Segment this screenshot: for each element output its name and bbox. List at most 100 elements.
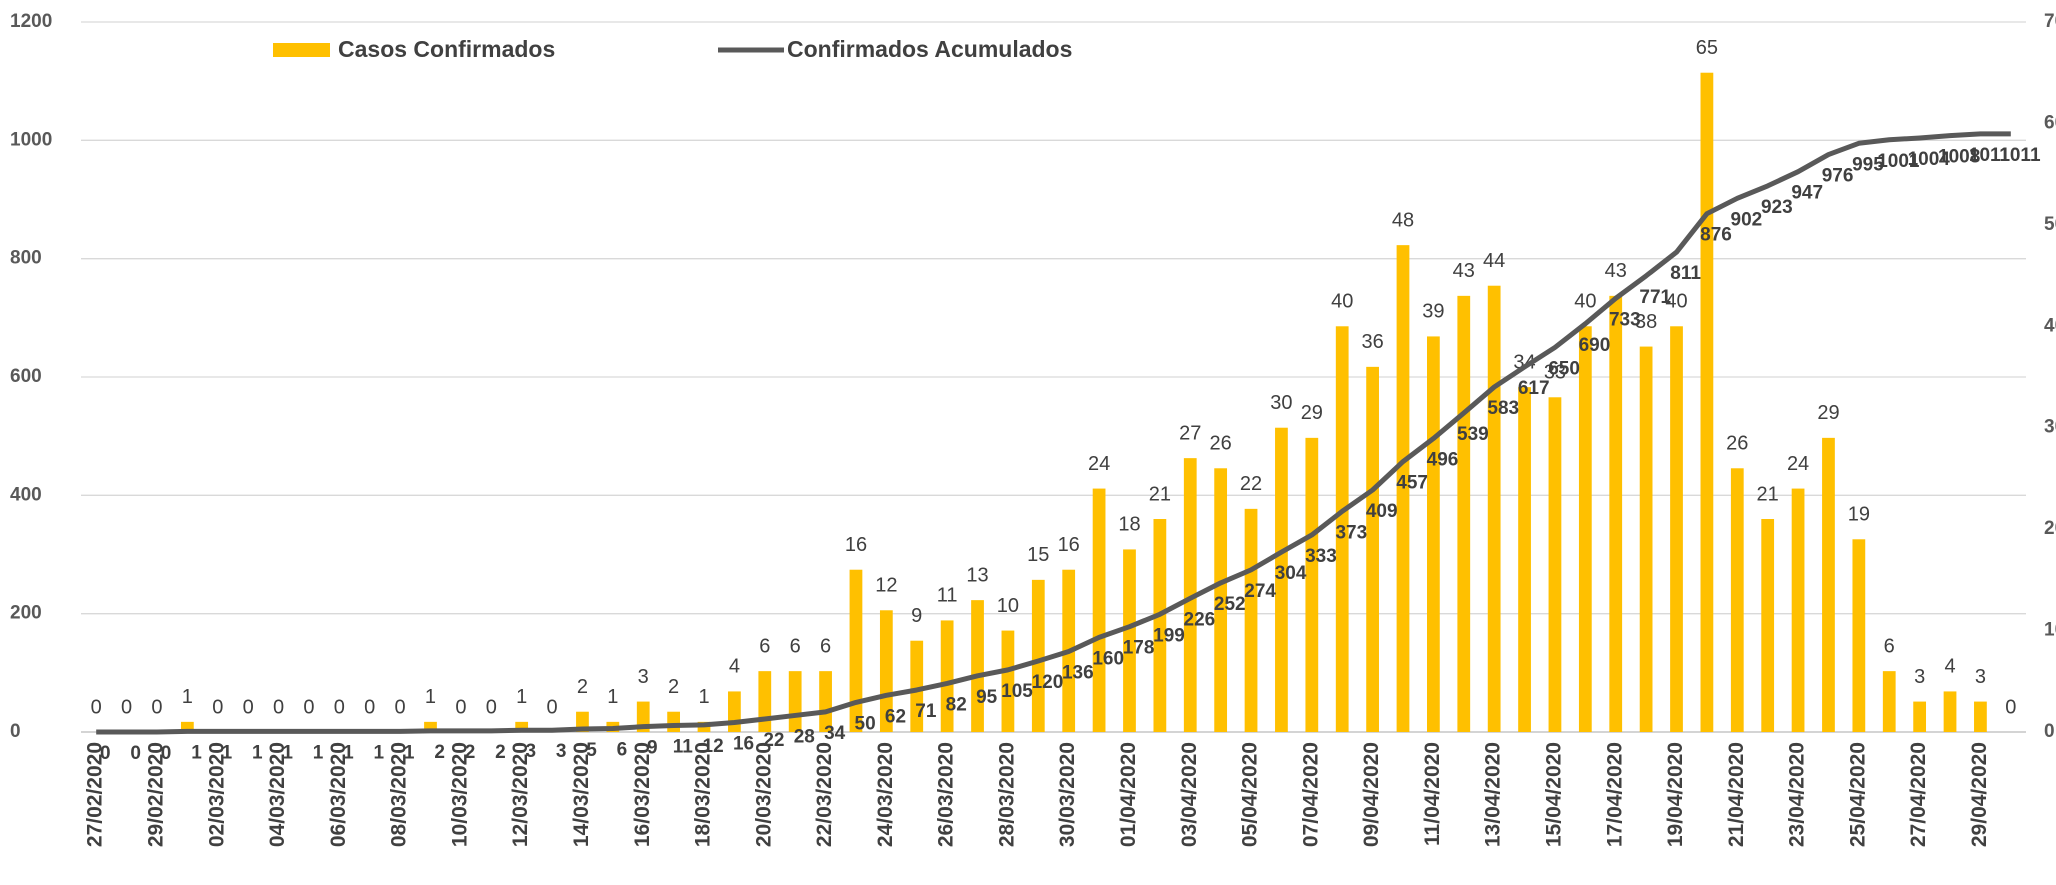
line-value-label: 16 [733, 734, 754, 755]
line-value-label: 583 [1487, 398, 1519, 419]
y2-tick-label: 20 [2044, 518, 2056, 539]
bar-value-label: 0 [273, 696, 284, 718]
bar-value-label: 1 [607, 686, 618, 708]
bar-value-label: 21 [1149, 483, 1171, 505]
bar-value-label: 12 [875, 575, 897, 597]
bar-value-label: 4 [729, 656, 740, 678]
x-tick-label: 06/03/2020 [327, 742, 350, 847]
bar-value-label: 24 [1088, 453, 1110, 475]
legend-label: Casos Confirmados [338, 36, 555, 62]
line-value-label: 995 [1852, 154, 1884, 175]
bar [1822, 437, 1835, 732]
bar-value-label: 0 [243, 696, 254, 718]
bar [1761, 519, 1775, 732]
bar-value-label: 6 [1884, 635, 1895, 657]
line-value-label: 1001 [1877, 151, 1920, 172]
line-value-label: 22 [763, 730, 784, 751]
bar-value-label: 0 [121, 696, 132, 718]
x-tick-label: 25/04/2020 [1846, 742, 1869, 847]
bar [1244, 508, 1258, 732]
line-value-label: 496 [1427, 450, 1459, 471]
bar [1153, 519, 1167, 732]
bar-value-label: 26 [1210, 433, 1232, 455]
x-tick-label: 21/04/2020 [1725, 742, 1748, 847]
line-value-label: 1 [252, 742, 263, 763]
line-value-label: 1 [191, 742, 202, 763]
bar [879, 610, 893, 732]
bar-value-label: 40 [1331, 291, 1353, 313]
bar [940, 620, 954, 732]
bar-value-label: 22 [1240, 473, 1262, 495]
x-tick-label: 07/04/2020 [1299, 742, 1322, 847]
bar [1943, 691, 1957, 732]
bar-value-label: 33 [1544, 362, 1566, 384]
line-value-label: 252 [1214, 594, 1246, 615]
bar-value-label: 2 [577, 676, 588, 698]
bar-value-label: 29 [1817, 402, 1839, 424]
line-value-label: 1011 [1969, 145, 2011, 166]
bar [1366, 366, 1379, 732]
bar-value-label: 48 [1392, 209, 1414, 231]
line-value-label: 0 [100, 743, 111, 764]
bar-value-label: 16 [845, 534, 867, 556]
line-value-label: 409 [1366, 501, 1398, 522]
line-value-label: 923 [1761, 197, 1793, 218]
bar-value-label: 39 [1422, 301, 1444, 323]
x-tick-label: 15/04/2020 [1542, 742, 1565, 847]
line-value-label: 650 [1548, 358, 1580, 379]
line-value-label: 178 [1123, 638, 1155, 659]
bar-value-label: 0 [455, 696, 466, 718]
bar [424, 721, 437, 732]
bar [1578, 326, 1592, 732]
bar-value-label: 2 [668, 676, 679, 698]
line-value-label: 50 [855, 713, 876, 734]
line-value-label: 11 [673, 737, 694, 758]
x-tick-label: 28/03/2020 [995, 742, 1018, 847]
bar-value-label: 19 [1848, 504, 1870, 526]
x-tick-label: 08/03/2020 [388, 742, 411, 847]
bar-value-label: 29 [1301, 402, 1323, 424]
bar-value-label: 1 [182, 686, 193, 708]
x-tick-label: 02/03/2020 [205, 742, 228, 847]
line-value-label: 733 [1609, 309, 1641, 330]
bar-value-label: 6 [820, 635, 831, 657]
bar-value-label: 44 [1483, 250, 1505, 272]
bar-value-label: 0 [546, 696, 557, 718]
bar-value-label: 65 [1696, 37, 1718, 59]
bar [1639, 346, 1653, 732]
bar [971, 600, 984, 732]
bar-value-label: 4 [1944, 656, 1955, 678]
bar [1123, 549, 1136, 732]
line-value-label: 274 [1244, 581, 1276, 602]
x-tick-label: 09/04/2020 [1360, 742, 1383, 847]
bar-value-label: 0 [212, 696, 223, 718]
x-tick-label: 23/04/2020 [1786, 742, 1809, 847]
bar-value-label: 21 [1757, 483, 1779, 505]
bar-value-label: 24 [1787, 453, 1809, 475]
bar-value-label: 43 [1605, 260, 1627, 282]
bar [1791, 488, 1805, 732]
bar [1396, 245, 1410, 732]
bar-value-label: 16 [1058, 534, 1080, 556]
x-tick-label: 05/04/2020 [1239, 742, 1262, 847]
bar [1214, 468, 1228, 732]
bar-value-label: 0 [2005, 696, 2016, 718]
bar-value-label: 0 [395, 696, 406, 718]
bar-value-label: 0 [486, 696, 497, 718]
line-value-label: 1 [282, 742, 293, 763]
line-value-label: 226 [1184, 609, 1216, 630]
line-value-label: 2 [495, 742, 506, 763]
line-value-label: 71 [915, 701, 937, 722]
x-tick-label: 04/03/2020 [266, 742, 289, 847]
bar-value-label: 11 [937, 585, 958, 607]
bar-value-label: 3 [1914, 666, 1925, 688]
bar [1275, 427, 1288, 732]
y2-tick-label: 40 [2044, 315, 2056, 336]
line-value-label: 34 [824, 723, 846, 744]
x-tick-label: 03/04/2020 [1178, 742, 1201, 847]
bar [1031, 579, 1045, 732]
x-tick-label: 12/03/2020 [509, 742, 532, 847]
x-tick-label: 18/03/2020 [692, 742, 715, 847]
bar-value-label: 0 [334, 696, 345, 718]
bar-value-label: 0 [364, 696, 375, 718]
